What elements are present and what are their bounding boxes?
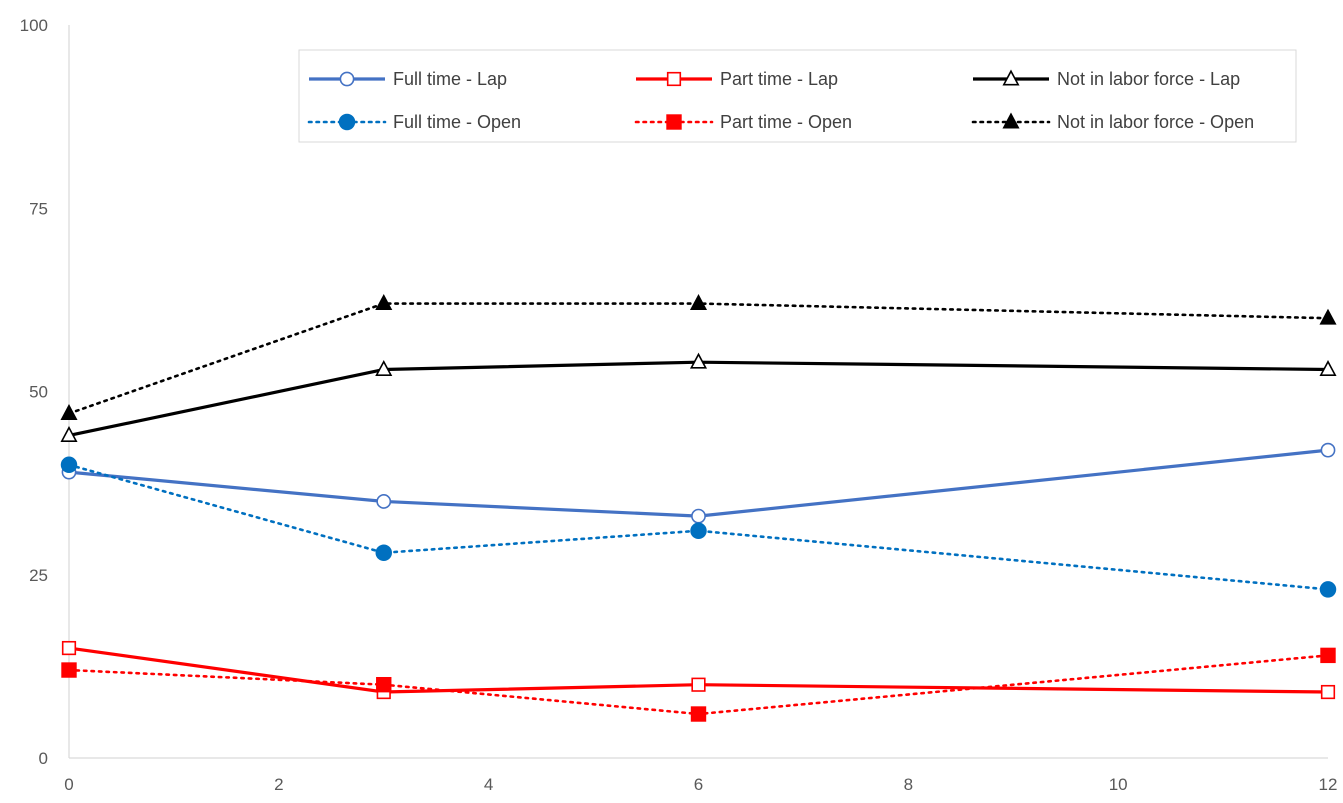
series-lines xyxy=(67,302,1330,716)
legend-swatch-marker xyxy=(666,114,682,130)
data-point-3-2 xyxy=(690,522,707,540)
legend-swatch-marker xyxy=(666,71,682,87)
x-tick-label: 8 xyxy=(904,775,913,794)
legend-box xyxy=(298,49,1297,143)
data-point-5-2 xyxy=(689,294,708,311)
y-tick-label: 25 xyxy=(29,566,48,585)
x-tick-label: 10 xyxy=(1109,775,1128,794)
series-line-1 xyxy=(68,646,1329,694)
data-point-0-2 xyxy=(691,508,706,524)
data-point-0-3 xyxy=(1320,442,1336,458)
legend-item-4: Part time - Open xyxy=(634,112,852,132)
y-tick-label: 50 xyxy=(29,383,48,402)
series-line-5 xyxy=(67,302,1330,415)
x-tick-label: 12 xyxy=(1319,775,1338,794)
data-point-4-0 xyxy=(61,662,77,678)
legend-label: Part time - Open xyxy=(720,112,852,132)
legend-item-2: Not in labor force - Lap xyxy=(973,69,1240,89)
legend-label: Not in labor force - Lap xyxy=(1057,69,1240,89)
data-point-2-1 xyxy=(375,359,393,376)
data-point-4-1 xyxy=(376,676,392,693)
data-point-0-1 xyxy=(376,494,392,509)
legend-swatch-marker xyxy=(339,71,355,87)
legend-item-3: Full time - Open xyxy=(307,112,521,132)
legend-swatch-marker xyxy=(338,113,356,131)
data-point-1-2 xyxy=(691,677,706,692)
y-tick-label: 75 xyxy=(29,199,48,218)
series-line-4 xyxy=(67,654,1330,716)
legend-item-0: Full time - Lap xyxy=(309,69,507,89)
y-tick-label: 100 xyxy=(20,16,48,35)
data-point-1-0 xyxy=(61,640,77,656)
legend: Full time - Lap Part time - Lap Not in lab… xyxy=(298,49,1297,143)
data-point-3-3 xyxy=(1319,581,1337,598)
legend-swatch-marker xyxy=(1002,69,1020,86)
data-point-4-2 xyxy=(690,706,707,722)
data-point-5-0 xyxy=(60,403,78,420)
data-point-5-3 xyxy=(1319,308,1337,325)
y-tick-label: 0 xyxy=(39,749,48,768)
legend-item-5: Not in labor force - Open xyxy=(971,112,1254,132)
axes: 0 25 50 75 100 0 2 4 6 8 10 12 xyxy=(20,16,1338,794)
data-point-2-2 xyxy=(689,352,708,369)
legend-label: Not in labor force - Open xyxy=(1057,112,1254,132)
x-tick-label: 6 xyxy=(694,775,703,794)
series-markers xyxy=(60,294,1337,722)
data-point-3-0 xyxy=(60,456,78,474)
data-point-2-3 xyxy=(1319,359,1337,376)
x-tick-label: 2 xyxy=(274,775,283,794)
legend-item-1: Part time - Lap xyxy=(636,69,838,89)
x-tick-label: 4 xyxy=(484,775,493,794)
data-point-1-3 xyxy=(1320,684,1336,700)
legend-swatch-marker xyxy=(1002,112,1020,129)
legend-label: Full time - Open xyxy=(393,112,521,132)
series-line-2 xyxy=(68,360,1329,438)
x-tick-label: 0 xyxy=(64,775,73,794)
series-line-0 xyxy=(68,448,1329,518)
data-point-4-3 xyxy=(1320,647,1336,664)
legend-label: Full time - Lap xyxy=(393,69,507,89)
data-point-5-1 xyxy=(375,294,393,311)
legend-label: Part time - Lap xyxy=(720,69,838,89)
data-point-3-1 xyxy=(375,544,392,562)
data-point-2-0 xyxy=(60,425,78,442)
